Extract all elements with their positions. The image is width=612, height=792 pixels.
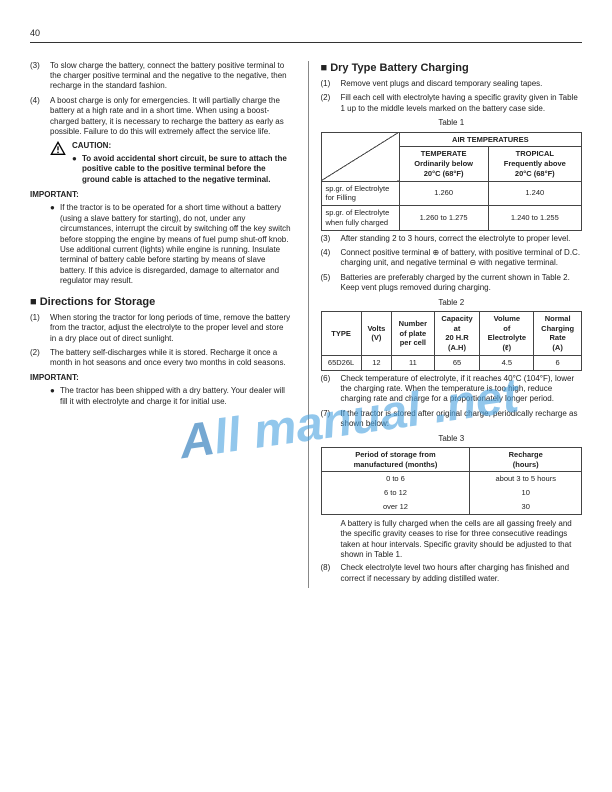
table-cell: 4.5 xyxy=(480,355,534,370)
bullet-icon: ● xyxy=(72,154,82,185)
list-item: (3) After standing 2 to 3 hours, correct… xyxy=(321,234,583,244)
list-item: (3) To slow charge the battery, connect … xyxy=(30,61,292,92)
table-header: Period of storage from manufactured (mon… xyxy=(321,447,470,472)
list-item: (6) Check temperature of electrolyte, if… xyxy=(321,374,583,405)
list-item: (1) Remove vent plugs and discard tempor… xyxy=(321,79,583,89)
table-cell: 10 xyxy=(470,486,582,500)
item-text: Check temperature of electrolyte, if it … xyxy=(341,374,583,405)
table-cell: sp.gr. of Electrolyte for Filling xyxy=(321,181,399,206)
table3: Period of storage from manufactured (mon… xyxy=(321,447,583,515)
table2-caption: Table 2 xyxy=(321,298,583,308)
table-cell: 6 xyxy=(534,355,582,370)
item-number: (3) xyxy=(321,234,341,244)
page-number: 40 xyxy=(30,28,582,43)
table1: AIR TEMPERATURES TEMPERATE Ordinarily be… xyxy=(321,132,583,231)
item-number: (1) xyxy=(321,79,341,89)
important-label: IMPORTANT: xyxy=(30,373,292,383)
table-header: TROPICAL Frequently above 20°C (68°F) xyxy=(488,147,581,181)
table-cell: 1.240 xyxy=(488,181,581,206)
table-header: Volume of Electrolyte (ℓ) xyxy=(480,311,534,355)
item-number: (2) xyxy=(30,348,50,369)
caution-text: To avoid accidental short circuit, be su… xyxy=(82,154,292,185)
table-header: Capacity at 20 H.R (A.H) xyxy=(434,311,480,355)
list-item: (1) When storing the tractor for long pe… xyxy=(30,313,292,344)
list-item: (2) The battery self-discharges while it… xyxy=(30,348,292,369)
item-text: The battery self-discharges while it is … xyxy=(50,348,292,369)
table-header: Normal Charging Rate (A) xyxy=(534,311,582,355)
table-header: Recharge (hours) xyxy=(470,447,582,472)
item-number: (4) xyxy=(321,248,341,269)
item-text: Remove vent plugs and discard temporary … xyxy=(341,79,583,89)
item-number: (4) xyxy=(30,96,50,138)
list-item: (7) If the tractor is stored after origi… xyxy=(321,409,583,430)
charging-heading: Dry Type Battery Charging xyxy=(321,61,583,75)
list-item: (4) A boost charge is only for emergenci… xyxy=(30,96,292,138)
item-number: (8) xyxy=(321,563,341,584)
item-text: Fill each cell with electrolyte having a… xyxy=(341,93,583,114)
item-text: Check electrolyte level two hours after … xyxy=(341,563,583,584)
table-header: Volts (V) xyxy=(361,311,391,355)
table-cell: over 12 xyxy=(321,500,470,514)
table3-caption: Table 3 xyxy=(321,434,583,444)
table-cell: 30 xyxy=(470,500,582,514)
item-text: To slow charge the battery, connect the … xyxy=(50,61,292,92)
list-item: (8) Check electrolyte level two hours af… xyxy=(321,563,583,584)
bullet-icon: ● xyxy=(50,386,60,407)
table-cell: 1.240 to 1.255 xyxy=(488,206,581,231)
storage-heading: Directions for Storage xyxy=(30,295,292,309)
right-column: Dry Type Battery Charging (1) Remove ven… xyxy=(308,61,583,588)
bullet-icon: ● xyxy=(50,203,60,286)
caution-label: CAUTION: xyxy=(72,141,292,151)
item-text: After standing 2 to 3 hours, correct the… xyxy=(341,234,583,244)
item-number: (5) xyxy=(321,273,341,294)
important-label: IMPORTANT: xyxy=(30,190,292,200)
item-text: Connect positive terminal ⊕ of battery, … xyxy=(341,248,583,269)
table-cell: 1.260 xyxy=(399,181,488,206)
caution-block: CAUTION: ● To avoid accidental short cir… xyxy=(50,141,292,187)
item-text: A boost charge is only for emergencies. … xyxy=(50,96,292,138)
left-column: (3) To slow charge the battery, connect … xyxy=(30,61,292,588)
columns: (3) To slow charge the battery, connect … xyxy=(30,61,582,588)
table-header: TEMPERATE Ordinarily below 20°C (68°F) xyxy=(399,147,488,181)
table-cell: 6 to 12 xyxy=(321,486,470,500)
table1-caption: Table 1 xyxy=(321,118,583,128)
list-item: (5) Batteries are preferably charged by … xyxy=(321,273,583,294)
table-cell: 0 to 6 xyxy=(321,472,470,486)
item-number: (6) xyxy=(321,374,341,405)
item-number: (7) xyxy=(321,409,341,430)
important-text: If the tractor is to be operated for a s… xyxy=(60,203,292,286)
table-cell: sp.gr. of Electrolyte when fully charged xyxy=(321,206,399,231)
item-text: When storing the tractor for long period… xyxy=(50,313,292,344)
table-cell: about 3 to 5 hours xyxy=(470,472,582,486)
post-table3-text: A battery is fully charged when the cell… xyxy=(341,519,583,561)
table-cell: 11 xyxy=(392,355,434,370)
item-number: (2) xyxy=(321,93,341,114)
list-item: (4) Connect positive terminal ⊕ of batte… xyxy=(321,248,583,269)
table-cell: 1.260 to 1.275 xyxy=(399,206,488,231)
item-number: (3) xyxy=(30,61,50,92)
item-number: (1) xyxy=(30,313,50,344)
table2: TYPE Volts (V) Number of plate per cell … xyxy=(321,311,583,371)
table-cell: 65D26L xyxy=(321,355,361,370)
list-item: (2) Fill each cell with electrolyte havi… xyxy=(321,93,583,114)
table-cell: 65 xyxy=(434,355,480,370)
item-text: If the tractor is stored after original … xyxy=(341,409,583,430)
important-text: The tractor has been shipped with a dry … xyxy=(60,386,292,407)
item-text: Batteries are preferably charged by the … xyxy=(341,273,583,294)
table-header: TYPE xyxy=(321,311,361,355)
table-header: Number of plate per cell xyxy=(392,311,434,355)
table-cell: 12 xyxy=(361,355,391,370)
table-header: AIR TEMPERATURES xyxy=(399,132,581,147)
warning-icon xyxy=(50,141,66,157)
